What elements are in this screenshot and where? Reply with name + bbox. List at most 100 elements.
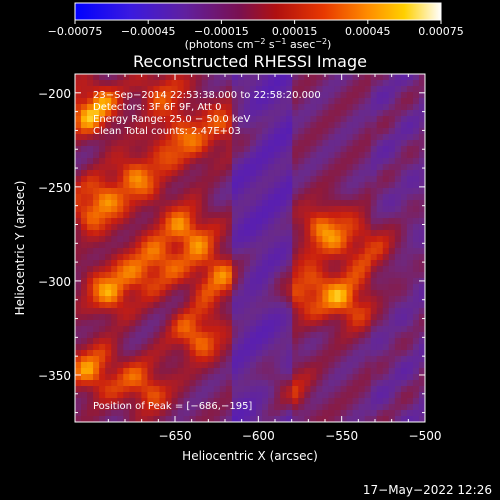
heatmap-cell — [322, 308, 330, 315]
heatmap-cell — [352, 158, 360, 165]
heatmap-cell — [123, 206, 130, 213]
heatmap-cell — [382, 146, 390, 153]
heatmap-cell — [262, 170, 269, 177]
heatmap-cell — [177, 212, 185, 219]
heatmap-cell — [225, 314, 233, 321]
heatmap-cell — [147, 188, 155, 195]
heatmap-cell — [117, 296, 124, 303]
heatmap-cell — [256, 320, 263, 327]
heatmap-cell — [268, 314, 275, 321]
heatmap-cell — [376, 182, 384, 189]
heatmap-cell — [123, 248, 130, 255]
heatmap-cell — [274, 362, 281, 369]
heatmap-cell — [93, 254, 100, 261]
heatmap-cell — [268, 212, 275, 219]
heatmap-cell — [129, 230, 136, 237]
heatmap-cell — [418, 158, 425, 165]
heatmap-cell — [376, 410, 384, 417]
heatmap-cell — [165, 164, 173, 171]
heatmap-cell — [219, 404, 227, 411]
heatmap-cell — [87, 128, 94, 135]
heatmap-cell — [250, 164, 257, 171]
heatmap-cell — [394, 80, 402, 87]
heatmap-cell — [189, 152, 197, 159]
heatmap-cell — [81, 320, 88, 327]
heatmap-cell — [316, 152, 324, 159]
heatmap-cell — [231, 206, 239, 213]
heatmap-cell — [322, 152, 330, 159]
heatmap-cell — [153, 86, 161, 93]
heatmap-cell — [358, 206, 366, 213]
heatmap-cell — [286, 218, 293, 225]
heatmap-cell — [376, 416, 384, 422]
heatmap-cell — [316, 368, 324, 375]
heatmap-cell — [201, 80, 209, 87]
heatmap-cell — [213, 182, 221, 189]
heatmap-cell — [274, 206, 281, 213]
heatmap-cell — [147, 350, 155, 357]
heatmap-cell — [129, 368, 136, 375]
heatmap-cell — [370, 296, 378, 303]
heatmap-cell — [153, 140, 161, 147]
heatmap-cell — [183, 176, 191, 183]
heatmap-cell — [237, 248, 245, 255]
heatmap-cell — [346, 80, 354, 87]
heatmap-cell — [213, 212, 221, 219]
heatmap-cell — [370, 134, 378, 141]
heatmap-cell — [105, 158, 112, 165]
heatmap-cell — [286, 164, 293, 171]
heatmap-cell — [141, 98, 149, 105]
heatmap-cell — [286, 230, 293, 237]
heatmap-cell — [298, 278, 305, 285]
heatmap-cell — [358, 170, 366, 177]
heatmap-cell — [256, 86, 263, 93]
heatmap-cell — [286, 392, 293, 399]
heatmap-cell — [292, 242, 299, 249]
heatmap-cell — [75, 320, 82, 327]
heatmap-cell — [201, 86, 209, 93]
heatmap-cell — [81, 74, 88, 81]
heatmap-cell — [105, 206, 112, 213]
heatmap-cell — [322, 188, 330, 195]
heatmap-cell — [117, 410, 124, 417]
heatmap-cell — [129, 176, 136, 183]
heatmap-cell — [388, 146, 396, 153]
heatmap-cell — [316, 104, 324, 111]
heatmap-cell — [153, 332, 161, 339]
heatmap-cell — [117, 194, 124, 201]
heatmap-cell — [195, 410, 203, 417]
heatmap-cell — [75, 356, 82, 363]
heatmap-cell — [358, 284, 366, 291]
heatmap-cell — [189, 218, 197, 225]
heatmap-cell — [352, 410, 360, 417]
heatmap-cell — [262, 362, 269, 369]
heatmap-cell — [304, 134, 311, 141]
heatmap-cell — [286, 416, 293, 422]
heatmap-cell — [388, 344, 396, 351]
heatmap-cell — [268, 206, 275, 213]
heatmap-cell — [165, 362, 173, 369]
heatmap-cell — [376, 374, 384, 381]
heatmap-cell — [376, 242, 384, 249]
heatmap-cell — [262, 74, 269, 81]
heatmap-cell — [370, 110, 378, 117]
heatmap-cell — [183, 92, 191, 99]
heatmap-cell — [376, 200, 384, 207]
heatmap-cell — [310, 314, 317, 321]
heatmap-cell — [129, 296, 136, 303]
heatmap-cell — [376, 386, 384, 393]
heatmap-cell — [364, 332, 372, 339]
heatmap-cell — [370, 164, 378, 171]
heatmap-cell — [123, 194, 130, 201]
heatmap-cell — [328, 380, 336, 387]
heatmap-cell — [304, 308, 311, 315]
heatmap-cell — [382, 410, 390, 417]
heatmap-cell — [292, 134, 299, 141]
heatmap-cell — [87, 80, 94, 87]
heatmap-cell — [195, 350, 203, 357]
heatmap-cell — [346, 98, 354, 105]
heatmap-cell — [352, 326, 360, 333]
heatmap-cell — [123, 314, 130, 321]
heatmap-cell — [195, 374, 203, 381]
heatmap-cell — [388, 188, 396, 195]
